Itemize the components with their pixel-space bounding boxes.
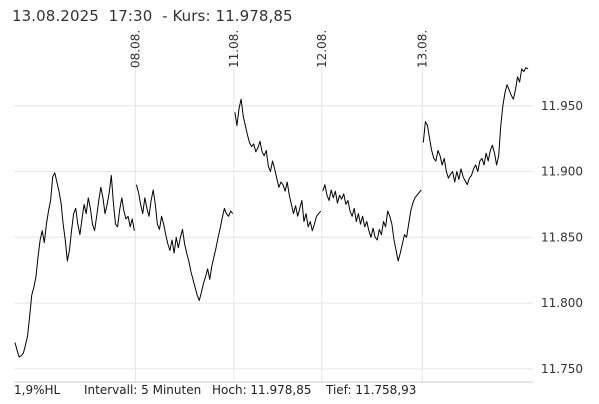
- footer-label: 1,9%HL: [14, 383, 61, 397]
- day-marker-label: 12.08.: [315, 30, 329, 68]
- price-line-segment: [422, 67, 529, 186]
- chart-title: 13.08.2025 17:30 - Kurs: 11.978,85: [12, 7, 293, 25]
- chart-series: [14, 67, 529, 358]
- price-line-segment: [14, 172, 135, 358]
- chart-axes: 11.750 11.800 11.850 11.900 11.950 08.08. 11.0…: [128, 30, 583, 376]
- day-marker-label: 08.08.: [128, 30, 142, 68]
- price-line-segment: [135, 184, 234, 301]
- footer-low: Tief: 11.758,93: [326, 383, 417, 397]
- y-tick-label: 11.900: [541, 165, 583, 179]
- day-marker-label: 11.08.: [227, 30, 241, 68]
- price-line-segment: [322, 184, 422, 262]
- chart-grid: [14, 32, 533, 383]
- y-tick-label: 11.850: [541, 230, 583, 244]
- y-tick-label: 11.950: [541, 99, 583, 113]
- footer-interval: Intervall: 5 Minuten: [84, 383, 202, 397]
- footer-high: Hoch: 11.978,85: [212, 383, 312, 397]
- price-line-segment: [234, 98, 322, 232]
- day-marker-label: 13.08.: [415, 30, 429, 68]
- y-tick-label: 11.750: [541, 362, 583, 376]
- y-tick-label: 11.800: [541, 296, 583, 310]
